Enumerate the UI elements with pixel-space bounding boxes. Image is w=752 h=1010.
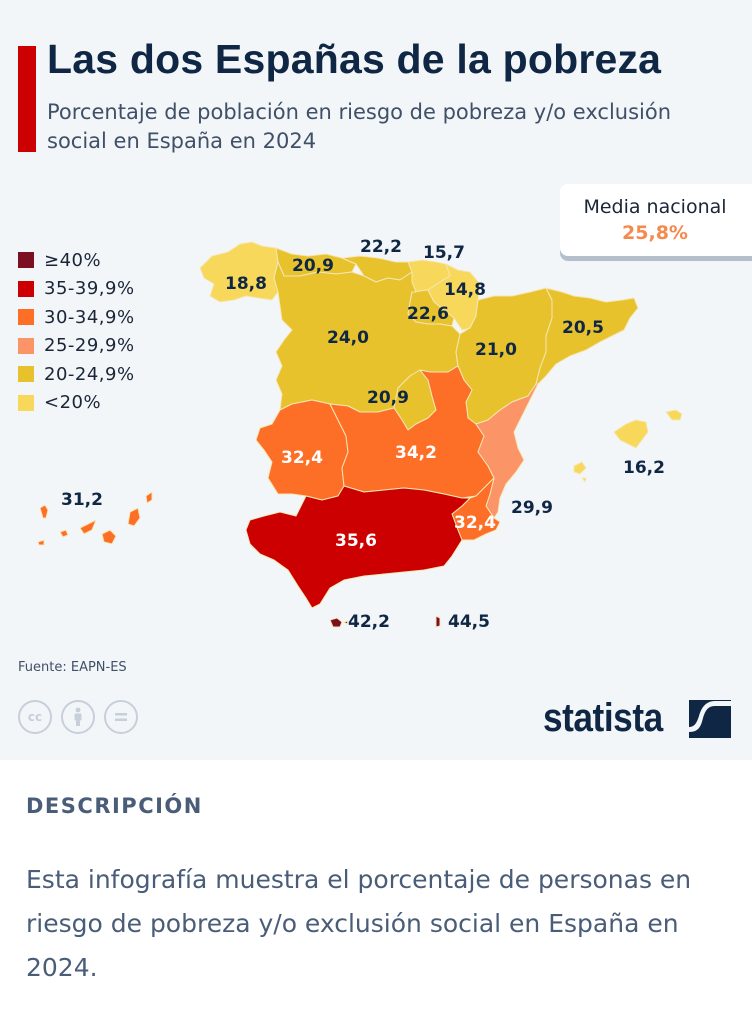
region-label-extremadura: 32,4 <box>281 448 323 468</box>
no-derivatives-icon[interactable] <box>104 700 138 734</box>
legend-label: 20-24,9% <box>44 363 135 385</box>
national-average-box: Media nacional 25,8% <box>560 184 752 256</box>
region-canarias <box>101 529 117 545</box>
region-label-cantabria: 22,2 <box>360 237 402 257</box>
legend-label: <20% <box>44 392 102 414</box>
region-cataluna <box>535 287 639 385</box>
spain-map: 18,8 20,9 22,2 15,7 14,8 22,6 24,0 21,0 20,5 20,9… <box>37 237 683 632</box>
region-canarias <box>37 539 45 546</box>
national-average-label: Media nacional <box>583 196 727 218</box>
region-label-ceuta: 42,2 <box>348 612 390 632</box>
region-canarias <box>127 507 141 527</box>
cc-icon[interactable]: cc <box>18 700 52 734</box>
region-ceuta <box>329 617 343 628</box>
legend-item: ≥40% <box>18 246 135 275</box>
region-canarias <box>79 519 97 535</box>
region-comunidad-valenciana <box>475 383 539 519</box>
legend: ≥40% 35-39,9% 30-34,9% 25-29,9% 20-24,9% <20% <box>18 246 135 417</box>
legend-swatch <box>18 280 34 297</box>
statista-logo-icon <box>689 699 731 738</box>
description-heading: DESCRIPCIÓN <box>26 794 203 818</box>
region-label-castilla-la-mancha: 34,2 <box>395 443 437 463</box>
region-label-asturias: 20,9 <box>292 256 334 276</box>
region-label-pais-vasco: 15,7 <box>423 243 465 263</box>
infographic: Las dos Españas de la pobreza Porcentaje… <box>0 0 752 760</box>
legend-item: 30-34,9% <box>18 303 135 332</box>
region-baleares <box>665 409 683 421</box>
region-andalucia <box>245 485 471 609</box>
region-label-cataluna: 20,5 <box>562 318 604 338</box>
region-melilla <box>435 615 441 628</box>
legend-label: 30-34,9% <box>44 306 135 328</box>
region-label-canarias: 31,2 <box>61 490 103 510</box>
national-average-value: 25,8% <box>622 222 688 244</box>
region-navarra <box>427 263 481 331</box>
region-ceuta <box>343 620 349 625</box>
statista-wordmark: statista <box>543 696 663 740</box>
description-text: Esta infografía muestra el porcentaje de… <box>26 865 692 982</box>
region-label-comunidad-valenciana: 29,9 <box>511 498 553 518</box>
legend-swatch <box>18 252 34 269</box>
region-label-madrid: 20,9 <box>367 388 409 408</box>
region-label-murcia: 32,4 <box>454 513 496 533</box>
region-label-melilla: 44,5 <box>448 612 490 632</box>
region-canarias <box>59 529 69 538</box>
legend-swatch <box>18 309 34 326</box>
region-baleares <box>613 419 649 449</box>
source-note: Fuente: EAPN-ES <box>18 660 127 675</box>
legend-item: 25-29,9% <box>18 332 135 361</box>
chart-title: Las dos Españas de la pobreza <box>47 36 662 82</box>
region-baleares <box>573 461 587 475</box>
legend-swatch <box>18 337 34 354</box>
legend-swatch <box>18 394 34 411</box>
license-icons: cc <box>18 700 138 734</box>
region-label-la-rioja: 22,6 <box>407 304 449 324</box>
legend-swatch <box>18 366 34 383</box>
region-label-andalucia: 35,6 <box>335 531 377 551</box>
legend-label: 25-29,9% <box>44 335 135 357</box>
region-canarias <box>145 491 153 504</box>
region-label-navarra: 14,8 <box>444 280 486 300</box>
title-accent-bar <box>18 46 36 152</box>
attribution-icon[interactable] <box>61 700 95 734</box>
legend-item: <20% <box>18 389 135 418</box>
region-label-galicia: 18,8 <box>225 274 267 294</box>
region-label-baleares: 16,2 <box>623 458 665 478</box>
legend-label: ≥40% <box>44 249 102 271</box>
legend-item: 35-39,9% <box>18 275 135 304</box>
legend-item: 20-24,9% <box>18 360 135 389</box>
region-canarias <box>39 504 49 519</box>
chart-subtitle: Porcentaje de población en riesgo de pob… <box>47 100 672 153</box>
region-label-aragon: 21,0 <box>475 340 517 360</box>
statista-logo[interactable]: statista <box>543 696 731 741</box>
region-label-castilla-y-leon: 24,0 <box>327 328 369 348</box>
region-baleares <box>581 477 587 483</box>
legend-label: 35-39,9% <box>44 278 135 300</box>
